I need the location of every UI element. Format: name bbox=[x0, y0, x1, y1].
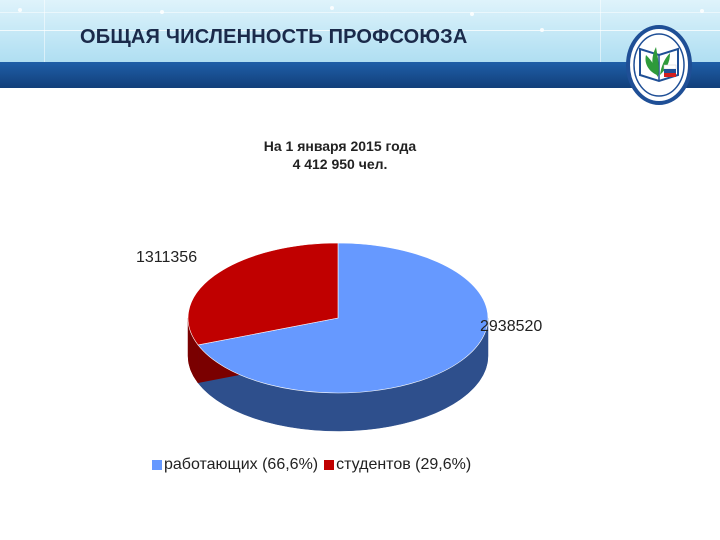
data-label-students: 1311356 bbox=[136, 249, 198, 266]
union-emblem-icon bbox=[626, 25, 692, 105]
decorative-dot bbox=[330, 6, 334, 10]
decorative-line bbox=[600, 0, 601, 62]
pie-slice-1 bbox=[187, 242, 339, 346]
legend-label: работающих (66,6%) bbox=[164, 456, 319, 473]
legend-swatch bbox=[152, 460, 162, 470]
chart-title: На 1 января 2015 года bbox=[263, 138, 417, 154]
decorative-dot bbox=[700, 9, 704, 13]
slide-header bbox=[0, 0, 720, 88]
chart-subtitle: 4 412 950 чел. bbox=[292, 156, 388, 172]
decorative-line bbox=[0, 12, 720, 13]
decorative-dot bbox=[540, 28, 544, 32]
data-label-workers: 2938520 bbox=[480, 318, 543, 335]
legend-item-workers: работающих (66,6%) bbox=[152, 456, 318, 474]
decorative-line bbox=[0, 30, 720, 31]
legend-label: студентов (29,6%) bbox=[336, 456, 472, 473]
pie-slice-0 bbox=[197, 242, 489, 394]
decorative-dot bbox=[470, 12, 474, 16]
decorative-line bbox=[44, 0, 45, 62]
header-band bbox=[0, 62, 720, 88]
decorative-dot bbox=[160, 10, 164, 14]
chart-legend: работающих (66,6%) студентов (29,6%) bbox=[152, 456, 477, 474]
decorative-dot bbox=[18, 8, 22, 12]
slide-title: ОБЩАЯ ЧИСЛЕННОСТЬ ПРОФСОЮЗА bbox=[80, 26, 468, 48]
legend-swatch bbox=[324, 460, 335, 470]
legend-item-students: студентов (29,6%) bbox=[324, 456, 471, 474]
